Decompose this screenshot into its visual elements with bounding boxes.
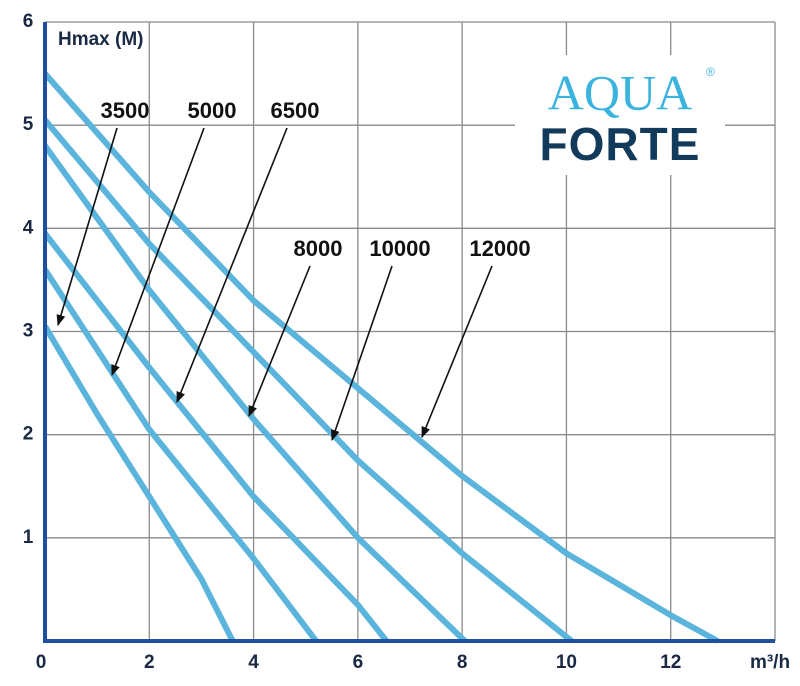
- y-axis-label: Hmax (M): [58, 29, 144, 50]
- logo-mark: ®: [706, 65, 715, 79]
- label-arrow: [331, 265, 393, 442]
- series-label: 8000: [294, 236, 343, 261]
- series-label: 3500: [101, 98, 150, 123]
- x-tick-label: 10: [556, 652, 577, 673]
- label-arrow: [111, 127, 205, 377]
- curve: [42, 144, 467, 644]
- series-label: 10000: [369, 236, 430, 261]
- x-axis-label: m³/h: [750, 652, 790, 673]
- logo-bottom: FORTE: [540, 118, 701, 170]
- series-label: 12000: [469, 236, 530, 261]
- logo-backdrop: [515, 55, 725, 175]
- x-tick-label: 6: [353, 652, 364, 673]
- y-tick-label: 1: [23, 527, 34, 548]
- y-tick-label: 3: [23, 321, 34, 342]
- curve: [42, 71, 720, 644]
- curve: [42, 231, 389, 643]
- curve: [42, 118, 574, 644]
- x-tick-label: 2: [144, 652, 155, 673]
- label-arrow: [421, 265, 493, 439]
- x-tick-label: 12: [660, 652, 681, 673]
- y-tick-label: 2: [23, 424, 34, 445]
- label-arrow: [176, 127, 288, 404]
- curve: [42, 267, 319, 643]
- curve: [42, 324, 236, 643]
- y-tick-label: 6: [23, 11, 34, 32]
- y-tick-label: 5: [23, 114, 34, 135]
- series-label: 6500: [271, 98, 320, 123]
- x-tick-label: 8: [457, 652, 468, 673]
- x-tick-label: 0: [36, 652, 47, 673]
- series-label: 5000: [188, 98, 237, 123]
- logo-top: AQUA: [548, 64, 692, 120]
- label-arrow: [248, 265, 311, 418]
- y-tick-label: 4: [23, 217, 34, 238]
- x-tick-label: 4: [248, 652, 259, 673]
- label-arrow: [56, 127, 118, 327]
